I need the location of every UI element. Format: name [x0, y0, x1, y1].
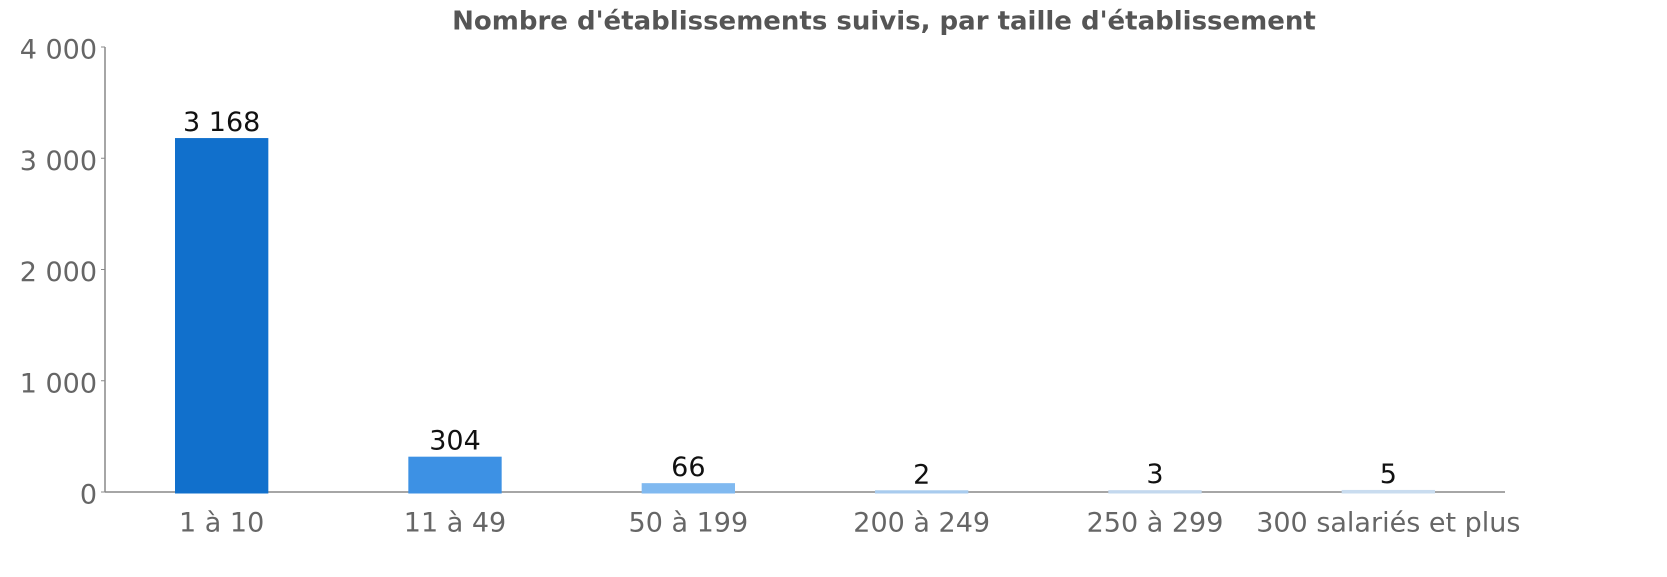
bar	[641, 483, 735, 494]
x-tick-label: 11 à 49	[404, 508, 506, 539]
x-tick-label: 300 salariés et plus	[1256, 508, 1520, 539]
y-tick-label: 0	[80, 480, 97, 511]
x-tick-label: 1 à 10	[179, 508, 264, 539]
bar	[408, 456, 502, 494]
bar	[875, 490, 969, 494]
value-label: 304	[429, 426, 481, 457]
y-tick-label: 4 000	[20, 35, 97, 66]
x-tick-label: 50 à 199	[629, 508, 749, 539]
bar	[1341, 489, 1435, 494]
value-label: 66	[671, 452, 705, 483]
value-label: 2	[913, 459, 930, 490]
bar	[175, 138, 269, 494]
value-label: 5	[1380, 459, 1397, 490]
x-tick-label: 200 à 249	[853, 508, 990, 539]
y-tick-label: 1 000	[20, 368, 97, 399]
chart-title: Nombre d'établissements suivis, par tail…	[452, 7, 1316, 37]
bar	[1108, 490, 1202, 494]
value-label: 3 168	[183, 107, 260, 138]
y-tick-label: 2 000	[20, 257, 97, 288]
value-label: 3	[1146, 459, 1163, 490]
y-tick-label: 3 000	[20, 146, 97, 177]
x-tick-label: 250 à 299	[1087, 508, 1224, 539]
